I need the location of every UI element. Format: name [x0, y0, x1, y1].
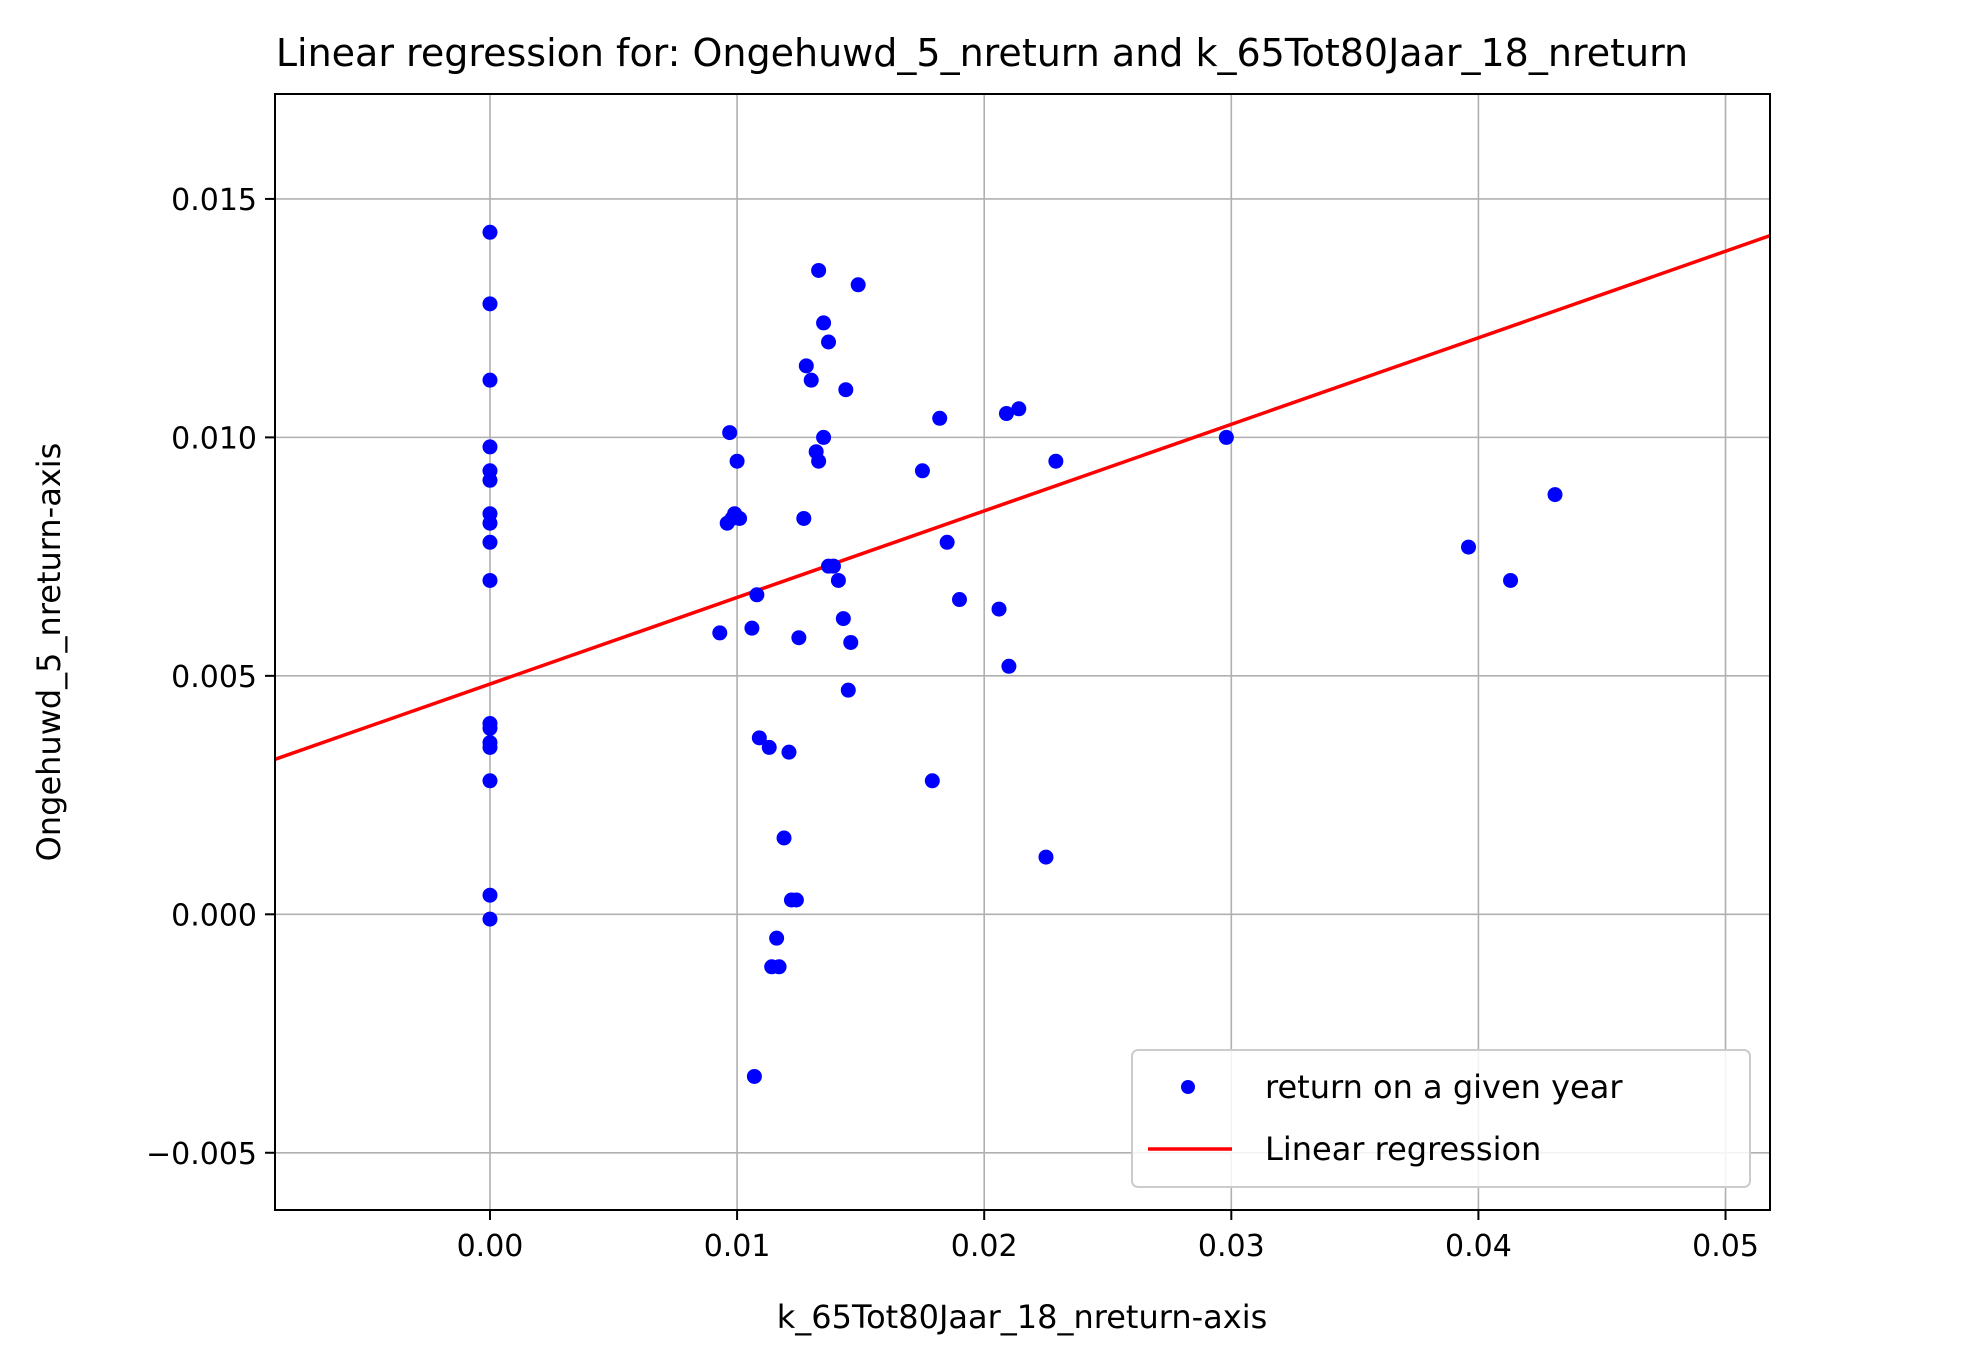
data-point: [482, 472, 498, 488]
data-point: [771, 959, 787, 975]
legend: return on a given year Linear regression: [1131, 1049, 1751, 1188]
data-point: [816, 429, 832, 445]
chart-title: Linear regression for: Ongehuwd_5_nretur…: [276, 31, 1688, 75]
y-tick-label: 0.015: [171, 183, 257, 218]
data-point: [1461, 539, 1477, 555]
data-point: [924, 773, 940, 789]
data-point: [843, 634, 859, 650]
data-point: [1001, 658, 1017, 674]
data-point: [482, 911, 498, 927]
data-point: [788, 892, 804, 908]
data-point: [712, 625, 728, 641]
data-point: [482, 887, 498, 903]
scatter-points: [482, 224, 1563, 1084]
x-tick-label: 0.02: [951, 1229, 1018, 1264]
plot-background: [275, 94, 1770, 1210]
data-point: [850, 277, 866, 293]
y-tick-label: 0.005: [171, 660, 257, 695]
x-tick-label: 0.03: [1198, 1229, 1265, 1264]
data-point: [482, 224, 498, 240]
legend-scatter-marker: [1181, 1080, 1195, 1094]
data-point: [482, 372, 498, 388]
legend-label-regression: Linear regression: [1265, 1130, 1541, 1168]
data-point: [482, 296, 498, 312]
axis-ticks: 0.00 0.01 0.02 0.03 0.04 0.05 −0.005 0.000 0.005…: [146, 183, 1759, 1264]
data-point: [825, 558, 841, 574]
y-tick-label: 0.000: [171, 898, 257, 933]
data-point: [751, 730, 767, 746]
data-point: [482, 439, 498, 455]
regression-line: [274, 233, 1771, 761]
data-point: [803, 372, 819, 388]
x-tick-label: 0.05: [1692, 1229, 1759, 1264]
data-point: [998, 406, 1014, 422]
data-point: [749, 587, 765, 603]
legend-label-scatter: return on a given year: [1265, 1068, 1623, 1106]
data-point: [729, 453, 745, 469]
data-point: [482, 739, 498, 755]
data-point: [746, 1068, 762, 1084]
data-point: [769, 930, 785, 946]
y-tick-label: −0.005: [146, 1137, 257, 1172]
data-point: [939, 534, 955, 550]
data-point: [796, 510, 812, 526]
data-point: [732, 510, 748, 526]
data-point: [1547, 487, 1563, 503]
plot-area: 0.00 0.01 0.02 0.03 0.04 0.05 −0.005 0.000 0.005…: [146, 93, 1771, 1264]
plot-frame: [274, 93, 1771, 1211]
data-point: [830, 572, 846, 588]
data-point: [482, 773, 498, 789]
data-point: [951, 592, 967, 608]
data-point: [821, 334, 837, 350]
data-point: [914, 463, 930, 479]
data-point: [932, 410, 948, 426]
data-point: [838, 382, 854, 398]
data-point: [991, 601, 1007, 617]
data-point: [840, 682, 856, 698]
regression-layer: [274, 233, 1771, 761]
x-tick-label: 0.01: [704, 1229, 771, 1264]
data-point: [816, 315, 832, 331]
data-point: [761, 739, 777, 755]
data-point: [722, 425, 738, 441]
y-axis-title: Ongehuwd_5_nreturn-axis: [30, 443, 68, 862]
data-point: [482, 515, 498, 531]
data-point: [1011, 401, 1027, 417]
data-point: [811, 453, 827, 469]
data-point: [811, 262, 827, 278]
x-tick-label: 0.04: [1445, 1229, 1512, 1264]
y-tick-label: 0.010: [171, 421, 257, 456]
x-axis-title: k_65Tot80Jaar_18_nreturn-axis: [777, 1298, 1268, 1336]
data-point: [1048, 453, 1064, 469]
data-point: [1038, 849, 1054, 865]
legend-box: [1131, 1049, 1751, 1188]
data-point: [744, 620, 760, 636]
data-point: [1218, 429, 1234, 445]
x-tick-label: 0.00: [457, 1229, 524, 1264]
data-point: [482, 720, 498, 736]
data-point: [776, 830, 792, 846]
data-point: [791, 630, 807, 646]
data-point: [781, 744, 797, 760]
data-point: [482, 572, 498, 588]
data-point: [482, 534, 498, 550]
data-point: [798, 358, 814, 374]
data-point: [1503, 572, 1519, 588]
data-point: [835, 611, 851, 627]
